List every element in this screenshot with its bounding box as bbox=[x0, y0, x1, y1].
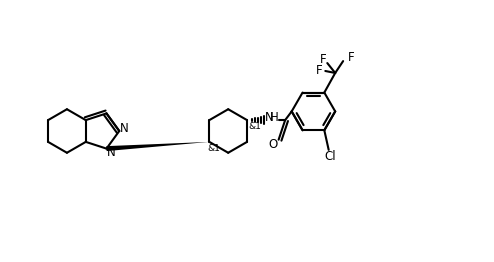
Text: N: N bbox=[107, 146, 116, 159]
Text: &1: &1 bbox=[248, 122, 261, 130]
Text: N: N bbox=[120, 122, 128, 134]
Text: F: F bbox=[348, 51, 354, 64]
Text: F: F bbox=[316, 64, 323, 78]
Text: H: H bbox=[270, 111, 279, 124]
Text: &1: &1 bbox=[208, 144, 221, 153]
Text: O: O bbox=[268, 138, 277, 151]
Text: F: F bbox=[320, 53, 327, 66]
Text: N: N bbox=[265, 111, 274, 124]
Text: Cl: Cl bbox=[325, 150, 336, 163]
Polygon shape bbox=[106, 142, 209, 151]
